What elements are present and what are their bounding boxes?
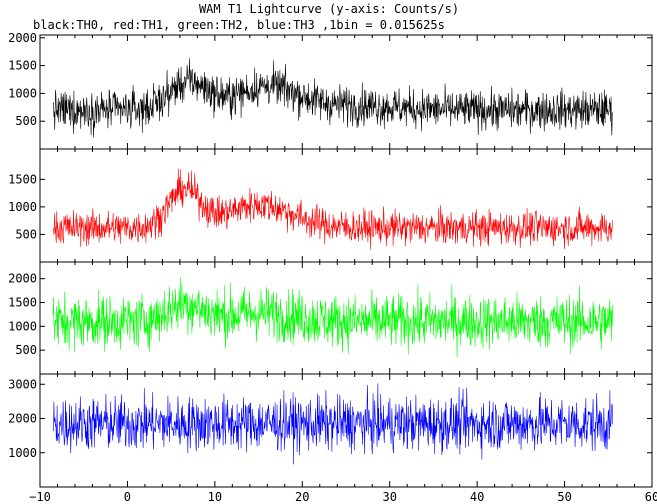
y-tick-label: 500 [15, 227, 37, 241]
x-tick-label: 40 [470, 490, 484, 504]
panel-frame [39, 34, 653, 150]
y-tick-label: 1000 [8, 200, 37, 214]
x-tick-label: 20 [295, 490, 309, 504]
y-tick-label: 1500 [8, 59, 37, 73]
x-tick-label: −10 [29, 490, 51, 504]
series-line-th3 [52, 383, 613, 465]
x-tick-label: 30 [382, 490, 396, 504]
x-tick-label: 10 [208, 490, 222, 504]
chart-title: WAM T1 Lightcurve (y-axis: Counts/s) [199, 2, 459, 16]
series-line-th1 [52, 168, 613, 250]
y-tick-label: 1000 [8, 86, 37, 100]
x-tick-label: 60 [645, 490, 657, 504]
y-tick-label: 500 [15, 114, 37, 128]
y-tick-label: 1500 [8, 172, 37, 186]
panel-th1: 500 1000 1500 [8, 148, 653, 263]
chart-subtitle: black:TH0, red:TH1, green:TH2, blue:TH3 … [33, 18, 445, 32]
panel-frame [39, 373, 653, 488]
y-tick-label: 3000 [8, 377, 37, 391]
y-tick-label: 1000 [8, 446, 37, 460]
y-tick-label: 1500 [8, 296, 37, 310]
y-tick-label: 2000 [8, 272, 37, 286]
panel-th2: 500 1000 1500 2000 [8, 261, 653, 375]
y-tick-label: 2000 [8, 31, 37, 45]
y-tick-label: 2000 [8, 412, 37, 426]
y-tick-label: 500 [15, 343, 37, 357]
x-tick-label: 0 [124, 490, 131, 504]
panel-th0: 500 1000 1500 2000 [8, 31, 653, 150]
panel-frame [39, 148, 653, 263]
series-line-th2 [52, 277, 613, 358]
panels-group: 500 1000 1500 2000 500 1000 1500 500 1000 1500 200… [8, 31, 653, 488]
panel-th3: 1000 2000 3000 [8, 373, 653, 488]
x-tick-label: 50 [557, 490, 571, 504]
y-tick-label: 1000 [8, 319, 37, 333]
x-axis: −10 0 10 20 30 40 50 60 [29, 490, 657, 504]
series-line-th0 [52, 58, 613, 138]
